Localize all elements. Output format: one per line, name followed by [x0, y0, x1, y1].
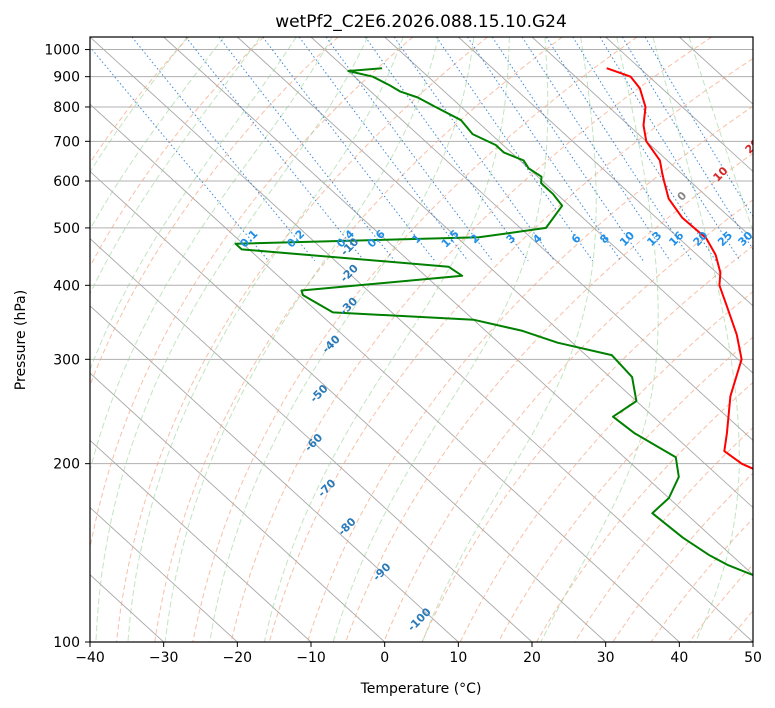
isotherm-line: [90, 103, 680, 642]
plot-frame: [89, 36, 754, 643]
mixing-ratio-line: [599, 37, 741, 262]
mixing-ratio-line: [393, 37, 555, 262]
mixing-ratio-line: [572, 37, 717, 262]
dry-adiabat-line: [497, 336, 753, 642]
dry-adiabat-line: [307, 105, 753, 642]
moist-adiabat-line: [421, 37, 597, 642]
isotherm-line: [90, 372, 385, 642]
dry-adiabat-line: [650, 517, 753, 642]
x-tick-label: −40: [75, 650, 105, 666]
isotherm-line: [90, 506, 238, 642]
moist-adiabat-line: [540, 37, 659, 642]
x-tick-label: 10: [449, 650, 467, 666]
y-tick-label: 400: [53, 278, 80, 294]
mixing-ratio-line: [298, 37, 469, 262]
dry-adiabat-line: [421, 245, 753, 642]
x-tick-label: −20: [223, 650, 253, 666]
y-tick-label: 100: [53, 635, 80, 651]
y-tick-label: 800: [53, 100, 80, 116]
dry-adiabat-line: [116, 37, 488, 642]
mixing-ratio-line: [545, 37, 693, 262]
moist-adiabat-line: [90, 37, 333, 473]
moist-adiabat-line: [127, 37, 404, 642]
dewpoint-profile-line: [234, 67, 753, 577]
moist-adiabat-line: [263, 37, 510, 642]
y-tick-label: 900: [53, 70, 80, 86]
mixing-ratio-line: [325, 37, 493, 262]
mixing-ratio-line: [218, 37, 395, 262]
moist-adiabat-line: [652, 37, 740, 642]
dry-adiabat-line: [90, 37, 190, 164]
y-tick-label: 200: [53, 457, 80, 473]
dry-adiabat-line: [268, 57, 753, 642]
x-tick-label: 40: [670, 650, 688, 666]
mixing-ratio-line: [491, 37, 644, 262]
isotherm-line: [90, 170, 606, 642]
moist-adiabat-line: [164, 37, 439, 642]
mixing-ratio-line: [364, 37, 529, 262]
isotherm-line: [458, 37, 753, 307]
y-axis-label: Pressure (hPa): [13, 290, 29, 390]
y-tick-label: 300: [53, 352, 80, 368]
grid-layer: [90, 37, 753, 642]
series-layer: [234, 67, 753, 577]
x-tick-label: −30: [149, 650, 179, 666]
moist-adiabat-line: [90, 37, 225, 231]
mixing-ratio-line: [521, 37, 671, 262]
x-tick-label: −10: [296, 650, 326, 666]
temperature-profile-line: [606, 67, 753, 470]
moist-adiabat-label: 20: [743, 136, 763, 156]
y-tick-label: 700: [53, 134, 80, 150]
x-tick-label: 50: [744, 650, 762, 666]
moist-adiabat-line: [332, 37, 549, 642]
x-axis-label: Temperature (°C): [360, 681, 482, 697]
mixing-ratio-line: [185, 37, 365, 262]
isotherm-line: [163, 37, 753, 576]
isotherm-line: [605, 37, 753, 173]
y-tick-label: 600: [53, 174, 80, 190]
moist-adiabat-line: [90, 37, 188, 173]
moist-adiabat-line: [688, 37, 753, 234]
moist-adiabat-line: [209, 37, 475, 642]
dry-adiabat-line: [90, 37, 339, 387]
isotherm-line: [237, 37, 753, 509]
moist-adiabat-line: [90, 37, 297, 372]
dry-adiabat-line: [345, 152, 753, 642]
isotherm-line: [90, 439, 312, 642]
isotherm-line: [90, 238, 533, 642]
axes-layer: −40 −30 −20 −10 0 10 20 30 40 50 1000 900 800 700 600 5…: [44, 43, 762, 666]
isotherm-line: [90, 37, 753, 642]
x-tick-label: 20: [523, 650, 541, 666]
moist-adiabat-line: [90, 37, 261, 295]
dry-adiabat-line: [383, 199, 753, 642]
isotherm-line: [531, 37, 753, 240]
dry-adiabat-line: [459, 290, 753, 642]
x-tick-label: 30: [597, 650, 615, 666]
y-tick-label: 1000: [44, 43, 80, 59]
x-tick-label: 0: [380, 650, 389, 666]
mixing-ratio-line: [262, 37, 436, 262]
isotherm-line: [310, 37, 753, 441]
dry-adiabat-line: [90, 37, 414, 551]
y-tick-label: 500: [53, 221, 80, 237]
chart-title: wetPf2_C2E6.2026.088.15.10.G24: [275, 12, 567, 32]
isotherm-line: [384, 37, 753, 374]
dry-adiabat-line: [230, 37, 712, 642]
dry-adiabat-line: [536, 381, 753, 642]
dry-adiabat-line: [192, 37, 638, 642]
